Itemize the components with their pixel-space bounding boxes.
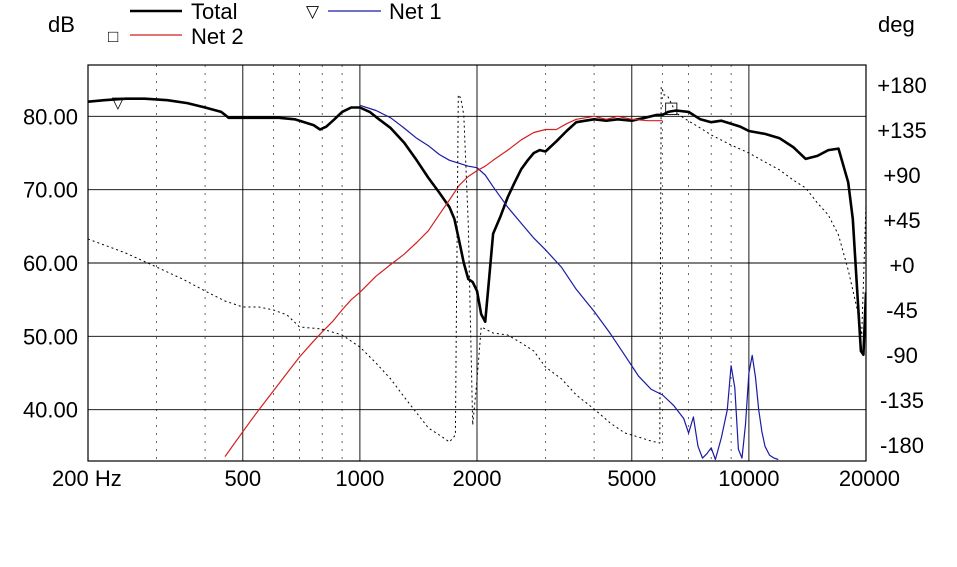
y-right-tick-label: -45 bbox=[886, 298, 918, 323]
series-line-phase bbox=[88, 86, 866, 444]
x-tick-label: 500 bbox=[224, 466, 261, 491]
legend-label-total: Total bbox=[191, 0, 237, 24]
legend-marker-net2: □ bbox=[108, 27, 118, 46]
y-right-tick-label: +90 bbox=[883, 163, 920, 188]
y-left-tick-label: 40.00 bbox=[23, 398, 78, 423]
y-right-tick-label: +135 bbox=[877, 118, 927, 143]
series-marker-net-2: □ bbox=[664, 98, 679, 117]
series-line-net-2 bbox=[224, 115, 663, 457]
y-left-tick-label: 50.00 bbox=[23, 324, 78, 349]
legend-label-net1: Net 1 bbox=[389, 0, 442, 24]
left-axis-unit: dB bbox=[48, 12, 75, 37]
x-tick-label: 5000 bbox=[607, 466, 656, 491]
series-line-net-1 bbox=[359, 104, 779, 461]
y-right-tick-label: -135 bbox=[880, 388, 924, 413]
y-right-tick-label: +0 bbox=[889, 253, 914, 278]
legend: Total ▽ Net 1 □ Net 2 bbox=[108, 0, 442, 49]
y-right-tick-label: +180 bbox=[877, 73, 927, 98]
x-tick-label: 20000 bbox=[839, 466, 900, 491]
y-left-tick-label: 60.00 bbox=[23, 251, 78, 276]
x-tick-label: 2000 bbox=[453, 466, 502, 491]
series-marker-net-1: ▽ bbox=[112, 93, 125, 112]
tick-labels: 200 Hz 500 1000 2000 5000 10000 20000 80.00 70.0… bbox=[23, 73, 927, 491]
series-layer bbox=[88, 86, 866, 461]
series-line-total bbox=[88, 97, 866, 357]
annotation-layer: ▽ □ bbox=[112, 93, 679, 117]
y-right-tick-label: -180 bbox=[880, 433, 924, 458]
x-tick-label: 1000 bbox=[335, 466, 384, 491]
x-tick-label: 200 Hz bbox=[52, 466, 122, 491]
y-left-tick-label: 70.00 bbox=[23, 178, 78, 203]
plot-frame bbox=[87, 64, 867, 462]
y-right-tick-label: -90 bbox=[886, 343, 918, 368]
y-left-tick-label: 80.00 bbox=[23, 104, 78, 129]
y-right-tick-label: +45 bbox=[883, 208, 920, 233]
grid bbox=[88, 65, 866, 461]
legend-label-net2: Net 2 bbox=[191, 24, 244, 49]
legend-marker-net1: ▽ bbox=[306, 2, 320, 21]
x-tick-label: 10000 bbox=[718, 466, 779, 491]
right-axis-unit: deg bbox=[878, 12, 915, 37]
